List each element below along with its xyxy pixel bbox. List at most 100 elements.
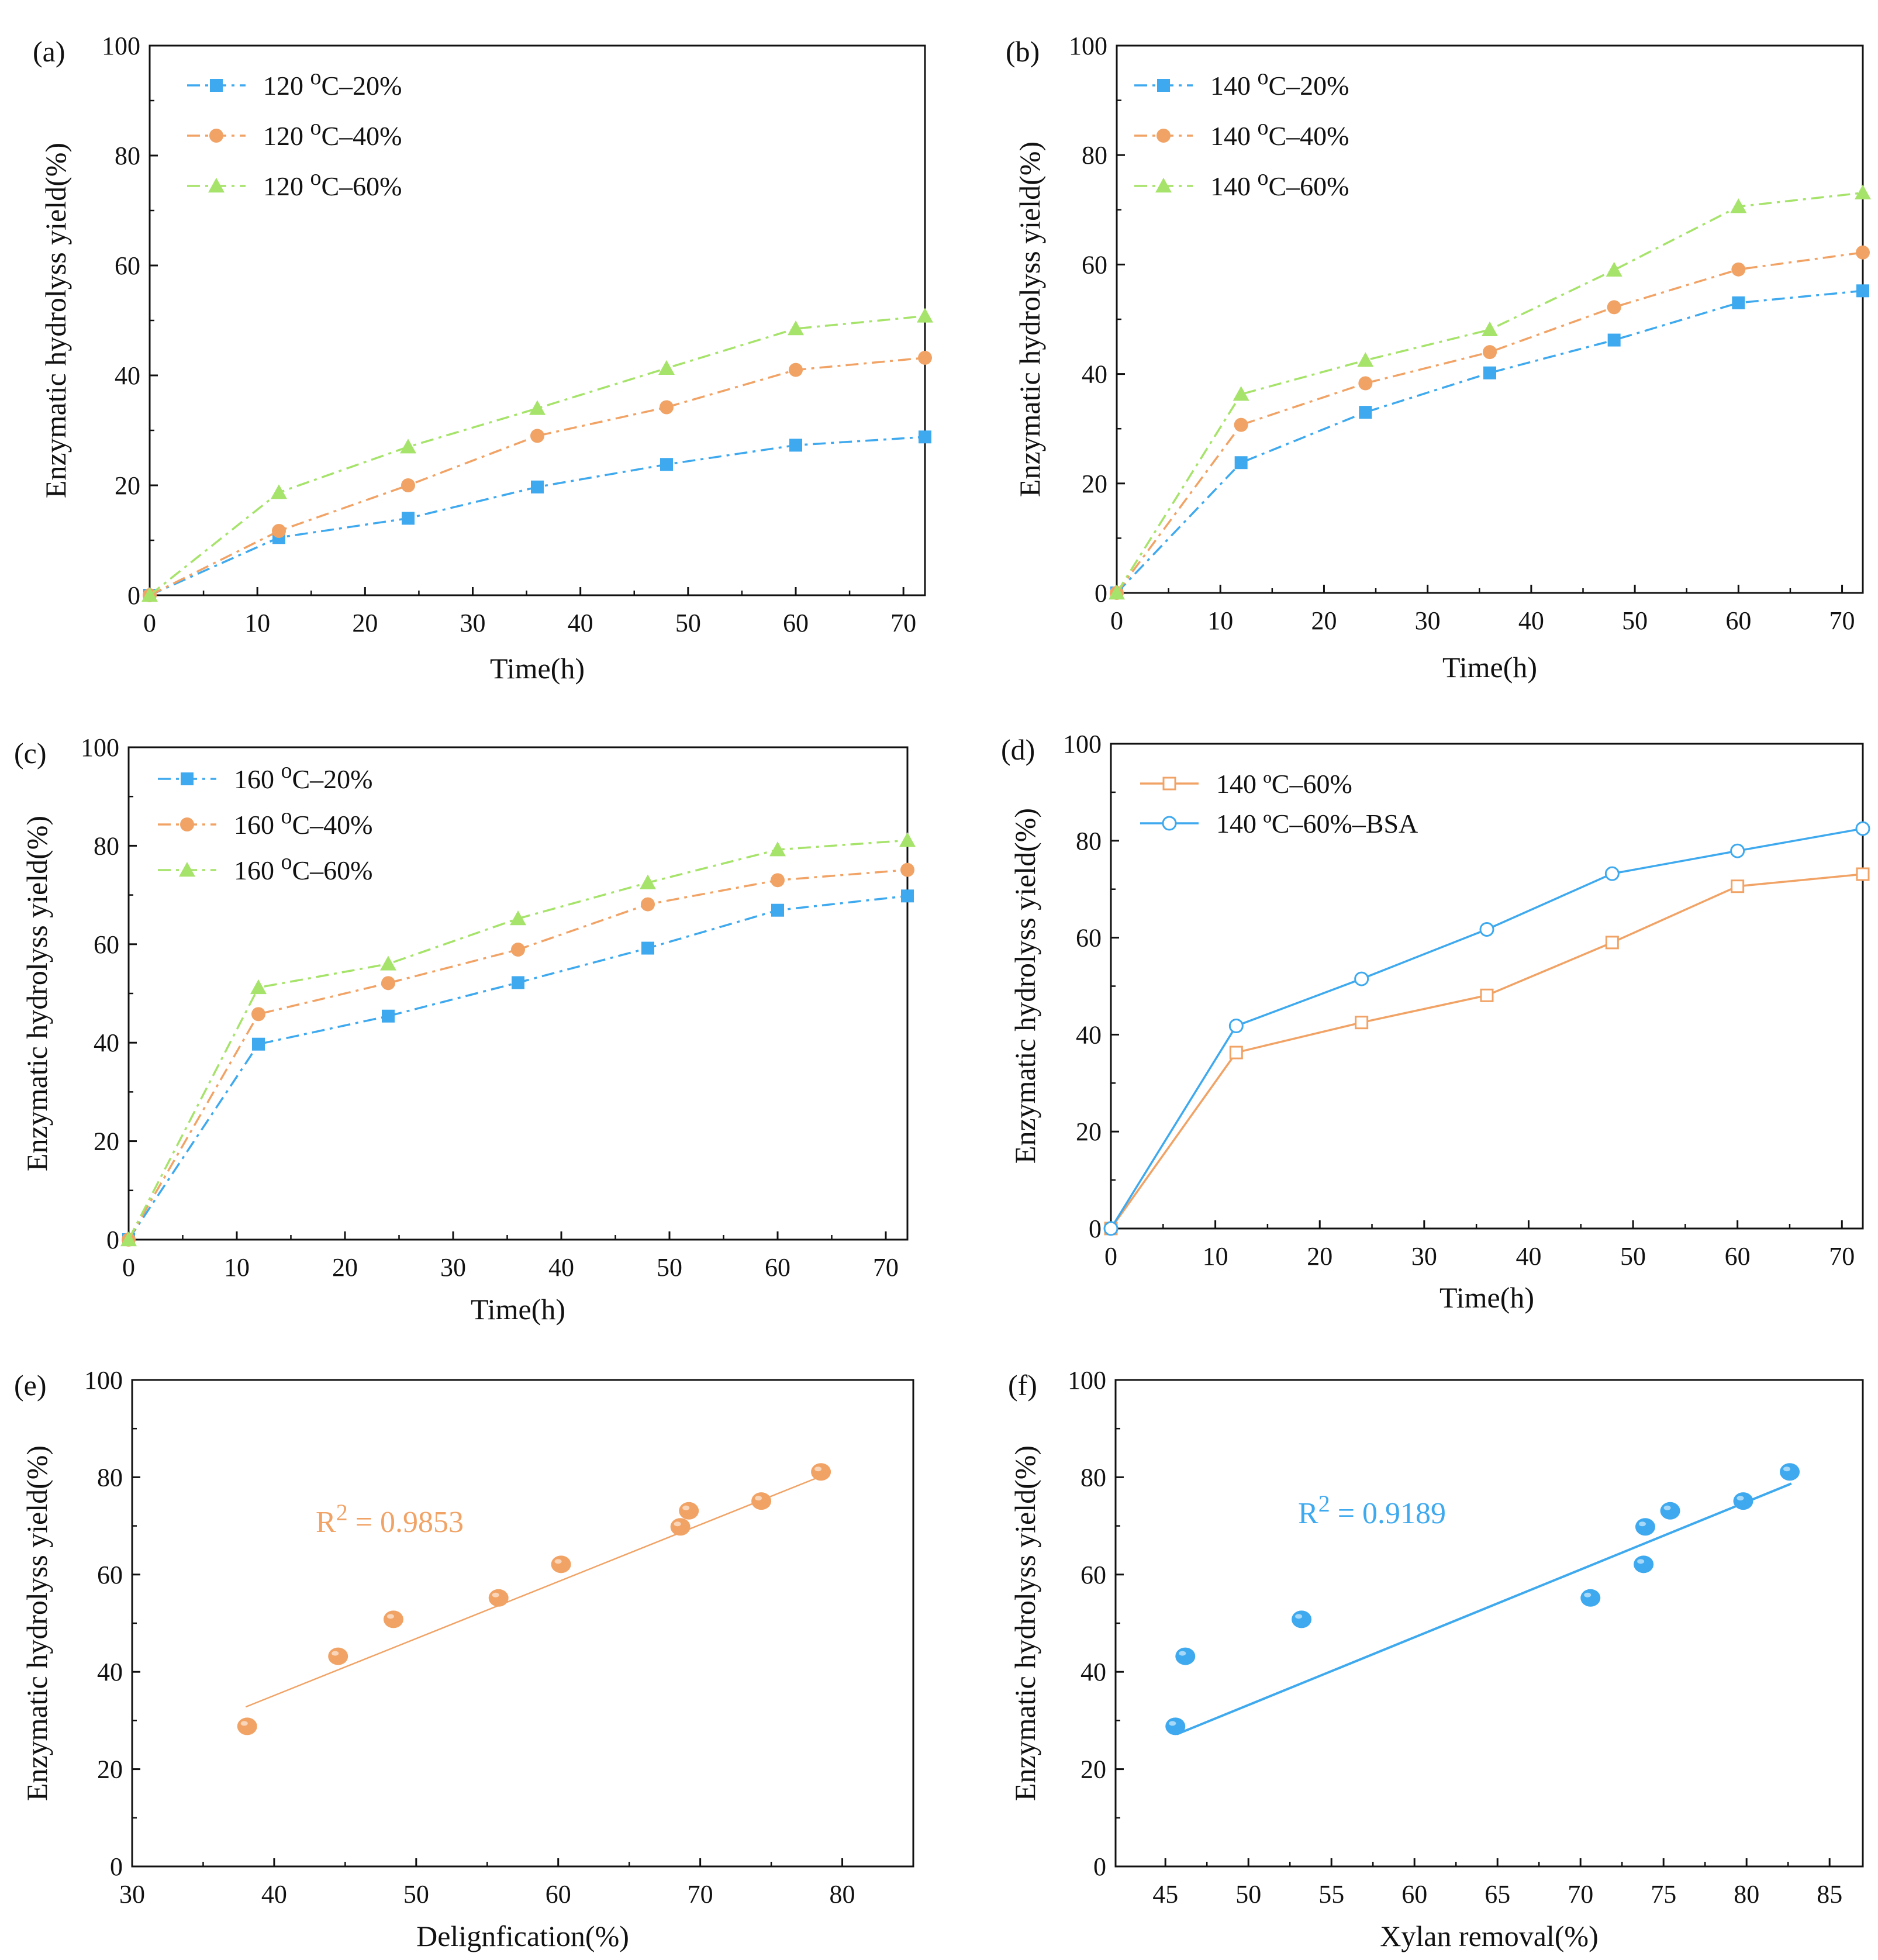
data-point [679,1502,699,1520]
y-tick-label: 40 [94,1029,119,1057]
point-body [328,1647,348,1665]
data-point [488,1589,509,1607]
x-tick-label: 0 [122,1253,135,1282]
y-tick-label: 20 [1082,470,1107,498]
data-point [660,458,673,471]
data-point [530,429,544,443]
data-point [120,1231,137,1247]
data-point [383,1610,403,1628]
legend-item: 120 oC–20% [187,65,402,101]
data-point [531,480,544,494]
y-tick-label: 100 [1069,32,1107,60]
data-point [917,308,933,323]
legend-marker [1157,129,1171,143]
data-point [1228,1018,1244,1033]
x-axis-title: Delignfication(%) [416,1920,629,1952]
r2-sup: 2 [336,1499,348,1526]
legend-item: 160 oC–40% [158,804,373,840]
y-tick-label: 100 [81,733,119,762]
x-tick-label: 0 [1110,606,1123,635]
legend-temp: 120 [263,171,310,201]
point-highlight [1737,1496,1744,1501]
data-point [901,889,914,903]
series-blue [1110,284,1869,599]
series-orange [122,862,914,1247]
y-tick-label: 60 [115,251,140,280]
data-point [769,841,786,857]
x-tick-label: 70 [890,609,916,637]
x-tick-label: 65 [1485,1880,1510,1909]
data-point [1483,366,1496,379]
data-point [641,897,655,912]
point-highlight [1637,1559,1645,1564]
r-squared-annotation: R2 = 0.9189 [1298,1490,1446,1530]
series-green [141,308,933,602]
legend-temp: 120 [263,121,310,151]
y-tick-label: 20 [115,471,140,500]
data-point [811,1463,831,1481]
data-point [1855,184,1871,199]
panel-label: (e) [14,1369,47,1402]
data-point [1355,1016,1369,1030]
point-highlight [554,1559,562,1564]
y-tick-label: 80 [94,831,119,860]
point-body [811,1463,831,1481]
data-point [918,350,932,365]
panel-label: (f) [1008,1369,1037,1402]
x-tick-label: 40 [1515,1242,1541,1271]
point-body [488,1589,509,1607]
data-point [1354,971,1369,986]
x-tick-label: 70 [873,1253,899,1282]
chart-d: 0 20 40 60 80 100 0 10 20 30 40 50 60 70 Time(h) Enzyma… [1001,730,1870,1314]
y-tick-label: 20 [1080,1755,1106,1784]
legend-temp: 140 [1216,769,1263,799]
legend-rest: C–60% [1269,171,1349,201]
y-axis-title: Enzymatic hydrolyss yield(%) [20,1445,53,1801]
point-body [237,1717,257,1735]
y-tick-label: 80 [1080,1463,1106,1492]
x-tick-label: 30 [119,1880,145,1909]
y-tick-label: 100 [102,32,140,60]
legend-rest: C–20% [1269,71,1349,101]
legend-temp: 140 [1210,121,1258,151]
x-tick-label: 20 [1311,606,1337,635]
y-tick-label: 60 [1076,924,1102,953]
x-tick-label: 20 [1307,1242,1332,1271]
data-point [401,478,415,492]
y-tick-label: 0 [110,1852,123,1881]
data-point [1480,988,1494,1002]
y-tick-label: 80 [1082,141,1107,170]
x-tick-label: 40 [548,1253,574,1282]
x-tick-label: 60 [546,1880,571,1909]
x-tick-label: 50 [675,609,701,637]
point-body [1733,1492,1753,1510]
y-tick-label: 60 [1082,250,1107,279]
x-tick-label: 10 [1203,1242,1228,1271]
y-axis-title: Enzymatic hydrolyss yield(%) [1013,142,1046,497]
legend-rest: C–40% [292,810,373,840]
data-point [1359,406,1372,419]
x-tick-label: 75 [1651,1880,1676,1909]
x-tick-label: 70 [1568,1880,1593,1909]
y-tick-label: 80 [115,142,140,170]
x-tick-label: 60 [1725,1242,1751,1271]
y-tick-label: 40 [1080,1658,1106,1686]
data-point [1856,867,1870,881]
point-highlight [386,1614,394,1619]
data-point [771,903,784,917]
x-tick-label: 60 [1401,1880,1427,1909]
series-line [127,839,908,1240]
data-point [1855,821,1870,836]
data-point [1732,296,1745,309]
data-point [1731,879,1745,893]
legend-label: 140 oC–40% [1210,115,1349,151]
chart-e: 0 20 40 60 80 100 30 40 50 60 70 80 Delignfication(%… [14,1366,914,1952]
point-highlight [1783,1466,1791,1472]
legend-label: 120 oC–60% [263,165,402,201]
plot-frame [1114,1379,1864,1868]
legend-marker [179,862,195,877]
series-orange [143,350,932,602]
legend-temp: 160 [234,764,281,794]
point-body [383,1610,403,1628]
